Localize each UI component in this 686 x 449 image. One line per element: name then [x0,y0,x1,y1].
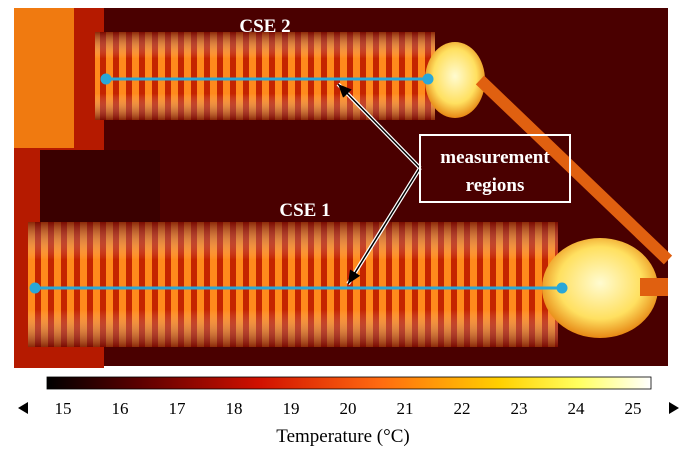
tick-label: 16 [112,399,129,418]
annotation-text: regions [466,175,525,196]
tick-label: 24 [568,399,586,418]
colorbar-label: Temperature (°C) [276,426,409,447]
thermal-image [14,8,673,368]
measurement-lines [29,73,568,294]
tick-label: 17 [169,399,187,418]
region-label: CSE 1 [279,200,330,221]
annotation-box [419,134,571,203]
region-label: CSE 2 [239,16,290,37]
tick-label: 21 [397,399,414,418]
tick-label: 15 [55,399,72,418]
annotation-text: measurement [440,147,550,168]
colorbar [46,376,652,390]
arrow-right [669,402,679,414]
arrow-left [18,402,28,414]
tick-label: 20 [340,399,357,418]
tick-label: 22 [454,399,471,418]
tick-label: 23 [511,399,528,418]
tick-label: 19 [283,399,300,418]
arrows [336,82,422,286]
tick-label: 18 [226,399,243,418]
tick-label: 25 [625,399,642,418]
